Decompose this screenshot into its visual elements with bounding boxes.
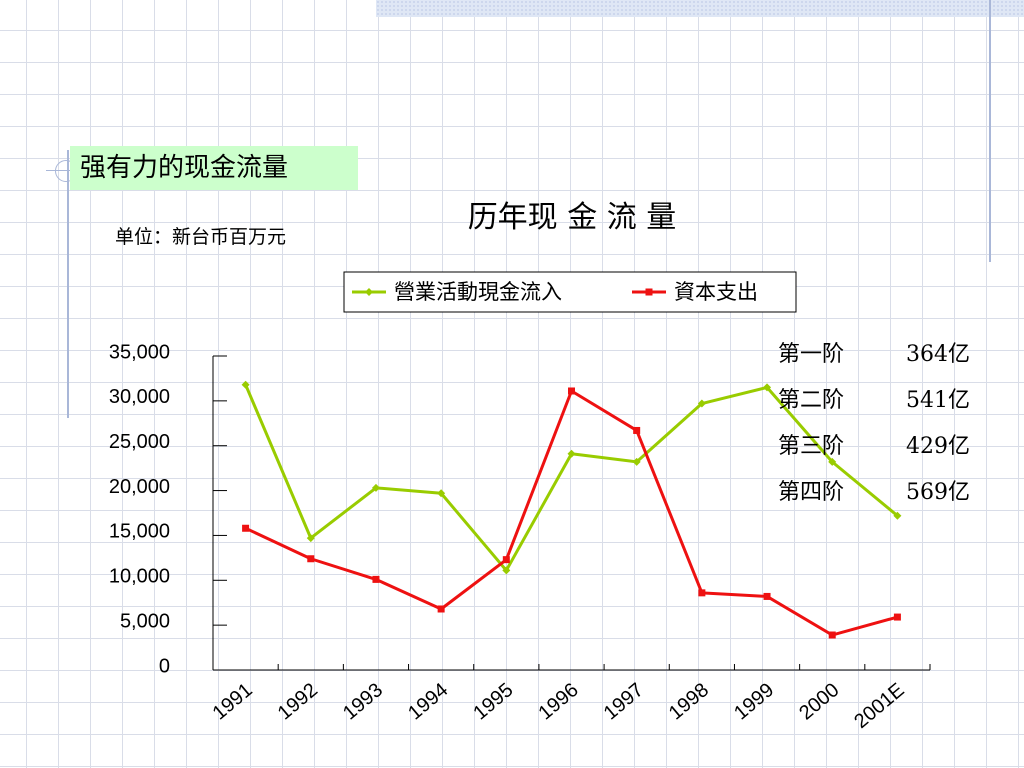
data-point	[371, 483, 380, 492]
x-tick-label: 1991	[209, 679, 257, 724]
data-point	[567, 449, 576, 458]
data-point	[763, 592, 771, 600]
data-point	[242, 524, 250, 532]
data-point	[502, 566, 511, 575]
data-point	[697, 399, 706, 408]
x-tick-label: 2001E	[850, 679, 908, 733]
decor-vertical-line-right	[989, 0, 991, 262]
phase-name: 第三阶	[778, 434, 845, 459]
y-tick-label: 0	[159, 655, 170, 677]
phase-value: 569亿	[906, 480, 970, 505]
phase-row: 第四阶 569亿	[778, 476, 970, 522]
top-decor-band	[376, 0, 1024, 17]
legend-marker	[365, 288, 373, 296]
legend-label: 營業活動現金流入	[394, 280, 562, 304]
data-point	[502, 556, 510, 564]
chart-title: 历年现 金 流 量	[468, 200, 677, 235]
x-tick-label: 1998	[665, 679, 713, 724]
x-tick-label: 1994	[404, 679, 452, 724]
data-point	[437, 489, 446, 498]
legend-label: 資本支出	[674, 280, 758, 304]
x-tick-label: 1992	[274, 679, 322, 724]
unit-label: 单位：新台币百万元	[115, 226, 287, 248]
data-point	[633, 426, 641, 434]
x-tick-label: 2000	[795, 679, 843, 724]
legend-marker	[645, 288, 653, 296]
data-point	[828, 457, 837, 466]
y-tick-label: 15,000	[109, 521, 170, 543]
phase-list: 第一阶 364亿 第二阶 541亿 第三阶 429亿 第四阶 569亿	[778, 338, 970, 522]
data-point	[307, 555, 315, 563]
phase-row: 第二阶 541亿	[778, 384, 970, 430]
data-point	[372, 575, 380, 583]
y-tick-label: 5,000	[120, 610, 170, 632]
decor-vertical-line-left	[67, 150, 69, 418]
legend-box	[343, 271, 797, 313]
y-tick-label: 25,000	[109, 431, 170, 453]
section-title: 强有力的现金流量	[70, 146, 358, 190]
phase-name: 第二阶	[778, 388, 845, 413]
y-tick-label: 30,000	[109, 386, 170, 408]
x-tick-label: 1999	[730, 679, 778, 724]
x-tick-label: 1995	[469, 679, 517, 724]
data-point	[698, 589, 706, 597]
data-point	[893, 511, 902, 520]
x-tick-label: 1993	[339, 679, 387, 724]
phase-row: 第三阶 429亿	[778, 430, 970, 476]
data-point	[763, 383, 772, 392]
phase-name: 第四阶	[778, 480, 845, 505]
data-point	[241, 380, 250, 389]
phase-value: 429亿	[906, 434, 970, 459]
x-tick-label: 1996	[534, 679, 582, 724]
data-point	[568, 387, 575, 395]
data-point	[632, 457, 641, 466]
data-point	[437, 605, 445, 613]
y-tick-label: 35,000	[109, 341, 170, 363]
data-point	[893, 613, 901, 621]
phase-row: 第一阶 364亿	[778, 338, 970, 384]
data-point	[306, 534, 315, 543]
x-tick-label: 1997	[600, 679, 648, 724]
y-tick-label: 10,000	[109, 566, 170, 588]
phase-name: 第一阶	[778, 342, 845, 367]
y-tick-label: 20,000	[109, 476, 170, 498]
phase-value: 541亿	[906, 388, 970, 413]
phase-value: 364亿	[906, 342, 970, 367]
data-point	[828, 631, 836, 639]
